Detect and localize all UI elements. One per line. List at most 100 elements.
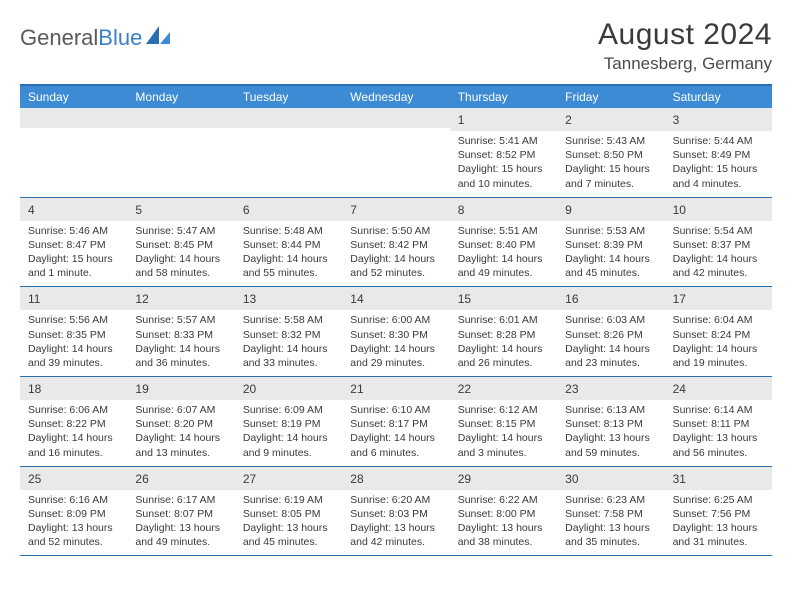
dl2-line: and 29 minutes. xyxy=(350,356,441,370)
sunset-line: Sunset: 8:09 PM xyxy=(28,507,119,521)
dl1-line: Daylight: 14 hours xyxy=(135,342,226,356)
day-info: Sunrise: 5:44 AMSunset: 8:49 PMDaylight:… xyxy=(665,131,772,197)
day-number: 9 xyxy=(565,203,572,217)
dl1-line: Daylight: 13 hours xyxy=(243,521,334,535)
sunrise-line: Sunrise: 5:50 AM xyxy=(350,224,441,238)
dl2-line: and 52 minutes. xyxy=(28,535,119,549)
day-info: Sunrise: 6:13 AMSunset: 8:13 PMDaylight:… xyxy=(557,400,664,466)
dl2-line: and 45 minutes. xyxy=(243,535,334,549)
dl1-line: Daylight: 13 hours xyxy=(673,521,764,535)
day-number: 14 xyxy=(350,292,363,306)
sunrise-line: Sunrise: 5:43 AM xyxy=(565,134,656,148)
header: GeneralBlue August 2024 Tannesberg, Germ… xyxy=(20,18,772,74)
day-info: Sunrise: 5:43 AMSunset: 8:50 PMDaylight:… xyxy=(557,131,664,197)
day-number: 4 xyxy=(28,203,35,217)
sunset-line: Sunset: 8:32 PM xyxy=(243,328,334,342)
day-number: 8 xyxy=(458,203,465,217)
sunrise-line: Sunrise: 5:57 AM xyxy=(135,313,226,327)
sunrise-line: Sunrise: 5:58 AM xyxy=(243,313,334,327)
day-info: Sunrise: 6:04 AMSunset: 8:24 PMDaylight:… xyxy=(665,310,772,376)
day-info: Sunrise: 5:53 AMSunset: 8:39 PMDaylight:… xyxy=(557,221,664,287)
dl2-line: and 13 minutes. xyxy=(135,446,226,460)
day-number: 13 xyxy=(243,292,256,306)
daynum-row: 26 xyxy=(127,467,234,490)
dl2-line: and 6 minutes. xyxy=(350,446,441,460)
day-number: 31 xyxy=(673,472,686,486)
dl1-line: Daylight: 14 hours xyxy=(350,252,441,266)
dl1-line: Daylight: 15 hours xyxy=(28,252,119,266)
day-cell xyxy=(127,108,234,197)
day-info: Sunrise: 5:41 AMSunset: 8:52 PMDaylight:… xyxy=(450,131,557,197)
day-cell: 8Sunrise: 5:51 AMSunset: 8:40 PMDaylight… xyxy=(450,198,557,287)
dl1-line: Daylight: 14 hours xyxy=(458,342,549,356)
sunset-line: Sunset: 8:37 PM xyxy=(673,238,764,252)
day-info: Sunrise: 6:20 AMSunset: 8:03 PMDaylight:… xyxy=(342,490,449,556)
daynum-row: 22 xyxy=(450,377,557,400)
day-number: 19 xyxy=(135,382,148,396)
dl1-line: Daylight: 13 hours xyxy=(458,521,549,535)
daynum-row: 10 xyxy=(665,198,772,221)
day-cell: 31 Sunrise: 6:25 AMSunset: 7:56 PMDayligh… xyxy=(665,467,772,556)
day-number: 3 xyxy=(673,113,680,127)
dl2-line: and 49 minutes. xyxy=(135,535,226,549)
day-cell: 5Sunrise: 5:47 AMSunset: 8:45 PMDaylight… xyxy=(127,198,234,287)
dl1-line: Daylight: 14 hours xyxy=(458,431,549,445)
dl1-line: Daylight: 13 hours xyxy=(135,521,226,535)
sunrise-line: Sunrise: 5:46 AM xyxy=(28,224,119,238)
day-number: 21 xyxy=(350,382,363,396)
daynum-row xyxy=(235,108,342,128)
brand-logo: GeneralBlue xyxy=(20,18,172,51)
dl2-line: and 38 minutes. xyxy=(458,535,549,549)
day-cell: 15Sunrise: 6:01 AMSunset: 8:28 PMDayligh… xyxy=(450,287,557,376)
dl1-line: Daylight: 13 hours xyxy=(673,431,764,445)
sunrise-line: Sunrise: 6:10 AM xyxy=(350,403,441,417)
day-cell: 25Sunrise: 6:16 AMSunset: 8:09 PMDayligh… xyxy=(20,467,127,556)
dl2-line: and 42 minutes. xyxy=(350,535,441,549)
dl1-line: Daylight: 14 hours xyxy=(673,252,764,266)
daynum-row: 23 xyxy=(557,377,664,400)
day-cell: 6Sunrise: 5:48 AMSunset: 8:44 PMDaylight… xyxy=(235,198,342,287)
sunset-line: Sunset: 7:56 PM xyxy=(673,507,764,521)
day-cell: 30Sunrise: 6:23 AMSunset: 7:58 PMDayligh… xyxy=(557,467,664,556)
dl2-line: and 56 minutes. xyxy=(673,446,764,460)
dow-header: Sunday xyxy=(20,86,127,108)
dl1-line: Daylight: 13 hours xyxy=(350,521,441,535)
daynum-row: 9 xyxy=(557,198,664,221)
day-info: Sunrise: 6:06 AMSunset: 8:22 PMDaylight:… xyxy=(20,400,127,466)
sunrise-line: Sunrise: 6:00 AM xyxy=(350,313,441,327)
day-cell: 27Sunrise: 6:19 AMSunset: 8:05 PMDayligh… xyxy=(235,467,342,556)
sunset-line: Sunset: 8:11 PM xyxy=(673,417,764,431)
dl2-line: and 3 minutes. xyxy=(458,446,549,460)
daynum-row xyxy=(342,108,449,128)
day-cell: 4Sunrise: 5:46 AMSunset: 8:47 PMDaylight… xyxy=(20,198,127,287)
day-number: 11 xyxy=(28,292,40,306)
sunrise-line: Sunrise: 5:56 AM xyxy=(28,313,119,327)
daynum-row: 13 xyxy=(235,287,342,310)
month-title: August 2024 xyxy=(598,18,772,52)
week-row: 25 Sunrise: 6:16 AMSunset: 8:09 PM Dayligh… xyxy=(20,467,772,557)
sunset-line: Sunset: 8:50 PM xyxy=(565,148,656,162)
daynum-row: 8 xyxy=(450,198,557,221)
sunset-line: Sunset: 8:45 PM xyxy=(135,238,226,252)
sunrise-line: Sunrise: 6:04 AM xyxy=(673,313,764,327)
sunrise-line: Sunrise: 5:54 AM xyxy=(673,224,764,238)
dl1-line: Daylight: 14 hours xyxy=(135,431,226,445)
sunrise-line: Sunrise: 5:51 AM xyxy=(458,224,549,238)
day-cell: 3 Sunrise: 5:44 AMSunset: 8:49 PMDaylight… xyxy=(665,108,772,197)
day-info: Sunrise: 5:57 AMSunset: 8:33 PMDaylight:… xyxy=(127,310,234,376)
day-cell: 1Sunrise: 5:41 AMSunset: 8:52 PMDaylight… xyxy=(450,108,557,197)
day-info: Sunrise: 5:50 AMSunset: 8:42 PMDaylight:… xyxy=(342,221,449,287)
day-cell: 10 Sunrise: 5:54 AMSunset: 8:37 PMDayligh… xyxy=(665,198,772,287)
day-number: 7 xyxy=(350,203,357,217)
daynum-row: 6 xyxy=(235,198,342,221)
sunrise-line: Sunrise: 6:25 AM xyxy=(673,493,764,507)
day-cell: 20Sunrise: 6:09 AMSunset: 8:19 PMDayligh… xyxy=(235,377,342,466)
day-number: 29 xyxy=(458,472,471,486)
dl1-line: Daylight: 15 hours xyxy=(458,162,549,176)
daynum-row: 25 xyxy=(20,467,127,490)
day-cell: 9 Sunrise: 5:53 AMSunset: 8:39 PMDaylight… xyxy=(557,198,664,287)
sunrise-line: Sunrise: 6:16 AM xyxy=(28,493,119,507)
sunrise-line: Sunrise: 6:01 AM xyxy=(458,313,549,327)
sunset-line: Sunset: 7:58 PM xyxy=(565,507,656,521)
day-number: 12 xyxy=(135,292,148,306)
